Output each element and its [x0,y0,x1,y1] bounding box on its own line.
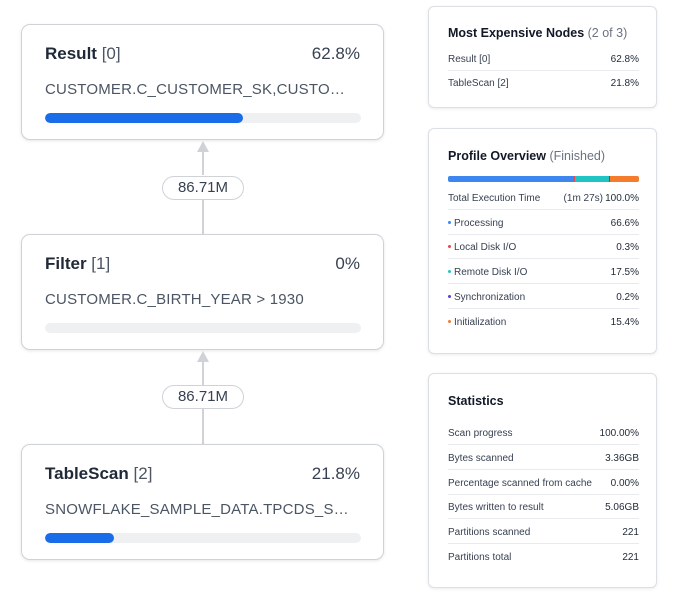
category-label: Initialization [454,317,507,328]
stat-value: 0.00% [610,478,639,489]
node-name: Filter [45,254,87,273]
stat-label: Scan progress [448,428,513,439]
expensive-node-label: TableScan [2] [448,78,509,89]
stat-row: Bytes scanned 3.36GB [448,446,639,470]
node-progress-bar [45,323,361,333]
stat-row: Partitions scanned 221 [448,520,639,544]
node-name: Result [45,44,97,63]
expensive-row[interactable]: TableScan [2] 21.8% [448,71,639,95]
breakdown-segment [574,176,576,182]
most-expensive-panel: Most Expensive Nodes (2 of 3) Result [0]… [428,6,657,108]
edge-line [202,409,204,444]
execution-breakdown-bar [448,176,639,182]
edge-line [202,360,204,385]
node-expression: CUSTOMER.C_CUSTOMER_SK,CUSTOMER.C_CURREN… [45,81,355,98]
edge-arrow [197,141,209,152]
profile-overview-panel: Profile Overview (Finished) Total Execut… [428,128,657,354]
local-disk-dot-icon [448,244,451,248]
stat-row: Percentage scanned from cache 0.00% [448,471,639,495]
total-execution-row: Total Execution Time (1m 27s) 100.0% [448,186,639,210]
processing-dot-icon [448,220,451,224]
category-value: 0.2% [616,292,639,303]
statistics-panel: Statistics Scan progress 100.00% Bytes s… [428,373,657,588]
breakdown-segment [448,176,575,182]
breakdown-segment [608,176,610,182]
stat-row: Scan progress 100.00% [448,421,639,445]
category-value: 66.6% [610,218,639,229]
stat-label: Partitions scanned [448,527,531,538]
node-progress-bar [45,113,361,123]
node-expression: CUSTOMER.C_BIRTH_YEAR > 1930 [45,291,304,308]
stat-label: Percentage scanned from cache [448,478,592,489]
expensive-row[interactable]: Result [0] 62.8% [448,47,639,71]
node-filter[interactable]: Filter [1] 0% CUSTOMER.C_BIRTH_YEAR > 19… [21,234,384,350]
node-expression: SNOWFLAKE_SAMPLE_DATA.TPCDS_SF100TCL.CUS… [45,501,355,518]
stat-value: 100.00% [599,428,639,439]
edge-arrow [197,351,209,362]
remote-disk-dot-icon [448,269,451,273]
node-index: [2] [133,464,153,483]
profile-row-processing[interactable]: Processing 66.6% [448,211,639,235]
node-tablescan[interactable]: TableScan [2] 21.8% SNOWFLAKE_SAMPLE_DAT… [21,444,384,560]
node-index: [1] [91,254,111,273]
stat-label: Bytes written to result [448,502,544,513]
panel-title: Most Expensive Nodes (2 of 3) [448,26,628,40]
node-index: [0] [101,44,121,63]
node-percent: 62.8% [311,44,360,63]
node-progress-fill [45,113,244,123]
edge-row-count[interactable]: 86.71M [162,385,244,409]
expensive-node-value: 21.8% [610,78,639,89]
breakdown-segment [609,176,639,182]
profile-row-remote-disk[interactable]: Remote Disk I/O 17.5% [448,260,639,284]
breakdown-segment [575,176,609,182]
node-progress-bar [45,533,361,543]
node-name: TableScan [45,464,129,483]
category-value: 15.4% [610,317,639,328]
category-value: 17.5% [610,267,639,278]
node-percent: 21.8% [311,464,360,483]
profile-row-local-disk[interactable]: Local Disk I/O 0.3% [448,235,639,259]
stat-value: 5.06GB [605,502,639,513]
category-label: Remote Disk I/O [454,267,528,278]
category-label: Local Disk I/O [454,242,517,253]
node-result[interactable]: Result [0] 62.8% CUSTOMER.C_CUSTOMER_SK,… [21,24,384,140]
total-execution-label: Total Execution Time [448,193,541,204]
synchronization-dot-icon [448,294,451,298]
edge-line [202,150,204,175]
total-execution-value: 100.0% [605,193,639,204]
category-label: Processing [454,218,504,229]
total-execution-time: (1m 27s) [563,193,603,204]
stat-label: Bytes scanned [448,453,514,464]
stat-value: 3.36GB [605,453,639,464]
panel-title: Profile Overview (Finished) [448,149,606,163]
category-label: Synchronization [454,292,526,303]
stat-value: 221 [622,552,639,563]
initialization-dot-icon [448,319,451,323]
expensive-node-value: 62.8% [610,54,639,65]
stat-row: Partitions total 221 [448,545,639,569]
node-progress-fill [45,533,114,543]
panel-title: Statistics [448,394,504,408]
expensive-node-label: Result [0] [448,54,491,65]
category-value: 0.3% [616,242,639,253]
node-percent: 0% [335,254,360,273]
stat-value: 221 [622,527,639,538]
profile-row-initialization[interactable]: Initialization 15.4% [448,310,639,334]
edge-row-count[interactable]: 86.71M [162,176,244,200]
stat-row: Bytes written to result 5.06GB [448,495,639,519]
edge-line [202,200,204,234]
stat-label: Partitions total [448,552,512,563]
profile-row-synchronization[interactable]: Synchronization 0.2% [448,285,639,309]
